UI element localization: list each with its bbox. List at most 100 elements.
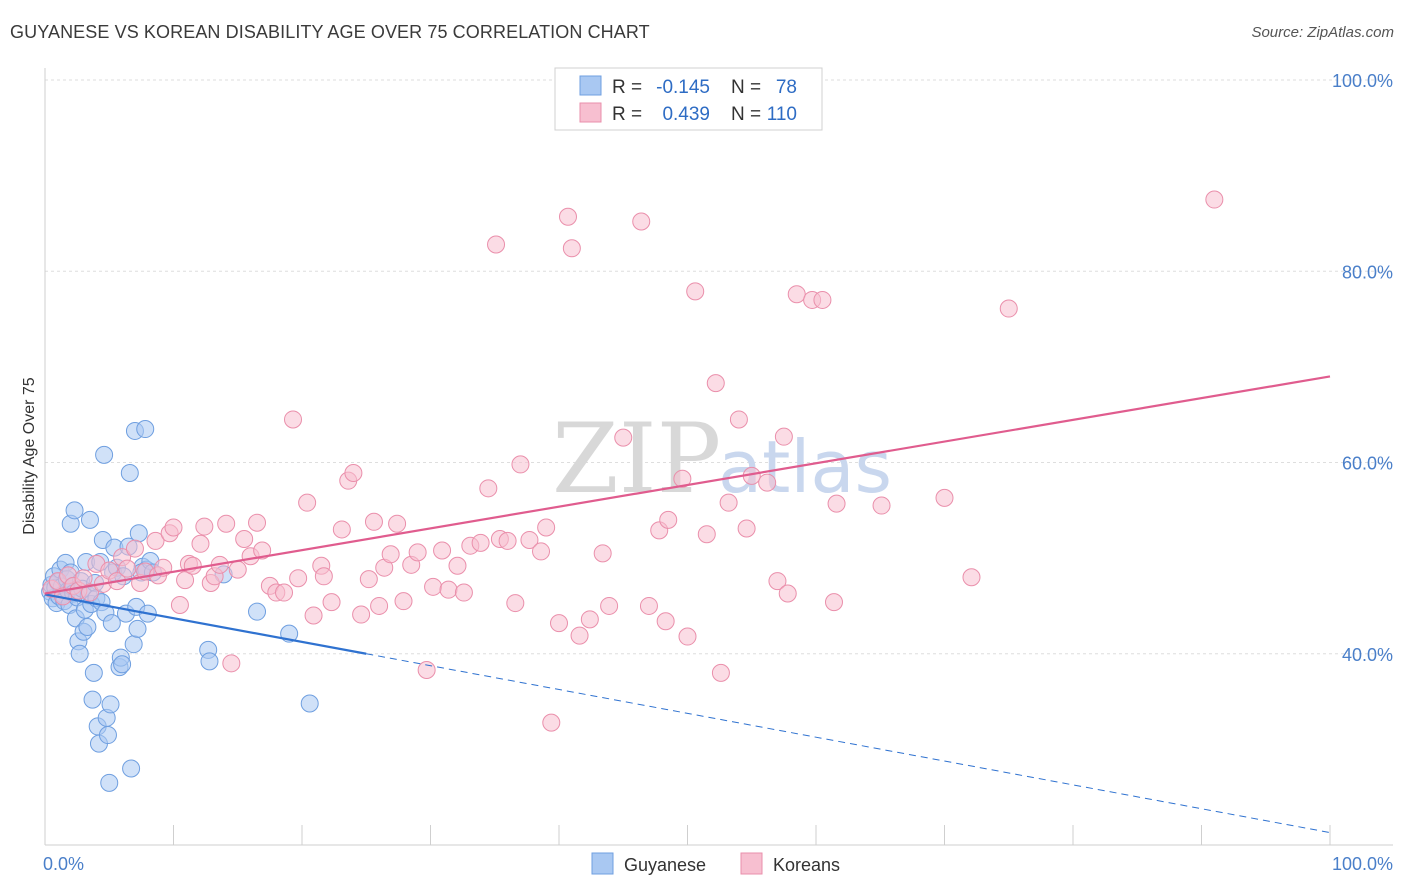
data-point (614, 428, 633, 447)
data-point (200, 652, 219, 671)
data-point (248, 513, 267, 532)
bottom-legend: Guyanese Koreans (591, 852, 840, 875)
legend-n-value: 110 (767, 104, 797, 125)
legend-r-value: 0.439 (662, 104, 710, 125)
data-point (686, 282, 705, 301)
data-point (352, 605, 371, 624)
data-point (479, 479, 498, 498)
data-point (532, 542, 551, 561)
data-point (235, 530, 254, 548)
legend-n-value: 78 (776, 77, 797, 98)
tick-labels: 40.0% 60.0% 80.0% 100.0% 0.0% 100.0% (43, 71, 1393, 874)
data-point (128, 619, 147, 638)
data-point (706, 374, 725, 393)
data-point (100, 773, 119, 792)
data-point (1205, 190, 1224, 209)
data-point (758, 473, 777, 492)
data-point (381, 545, 400, 564)
data-point (122, 759, 141, 778)
chart-title: GUYANESE VS KOREAN DISABILITY AGE OVER 7… (10, 22, 650, 42)
data-point (164, 518, 183, 537)
legend-n-label: N = (731, 104, 761, 125)
data-point (511, 455, 530, 474)
data-point (80, 510, 99, 529)
data-point (711, 663, 730, 682)
data-point (632, 212, 651, 231)
data-point (129, 524, 148, 543)
y-tick-label: 100.0% (1332, 71, 1393, 91)
gridlines (45, 79, 1393, 655)
y-tick-label: 80.0% (1342, 262, 1393, 282)
data-point (146, 531, 165, 550)
data-point (289, 569, 308, 588)
data-point (300, 694, 319, 713)
data-point (673, 469, 692, 488)
data-point (80, 583, 99, 602)
data-point (678, 627, 697, 646)
data-point (737, 519, 756, 538)
data-point (537, 518, 556, 537)
data-point (824, 593, 843, 612)
data-point (322, 593, 341, 612)
data-point (778, 584, 797, 603)
data-point (471, 533, 490, 552)
data-point (719, 493, 738, 512)
data-point (332, 520, 351, 539)
legend-r-label: R = (612, 77, 642, 98)
data-point (95, 445, 114, 464)
data-point (65, 501, 84, 520)
data-point (359, 570, 378, 589)
data-point (962, 568, 981, 587)
data-point (275, 583, 294, 602)
data-point (191, 534, 210, 553)
data-point (813, 290, 832, 309)
data-point (600, 596, 619, 615)
data-point (408, 543, 427, 562)
data-point (659, 510, 678, 529)
data-point (999, 299, 1018, 318)
data-point (593, 544, 612, 563)
x-tick-label: 0.0% (43, 854, 84, 874)
watermark-zip: ZIP (552, 403, 721, 515)
series-koreans (42, 190, 1224, 732)
data-point (228, 560, 247, 579)
data-point (768, 572, 787, 591)
data-point (454, 583, 473, 602)
data-point (364, 512, 383, 531)
data-points (41, 190, 1224, 792)
data-point (195, 517, 214, 536)
data-point (83, 690, 102, 709)
data-point (70, 644, 89, 663)
data-point (222, 654, 241, 673)
data-point (304, 606, 323, 625)
legend-r-label: R = (612, 104, 642, 125)
bottom-legend-label: Koreans (773, 855, 840, 875)
data-point (124, 635, 143, 654)
y-tick-label: 40.0% (1342, 645, 1393, 665)
data-point (183, 556, 202, 575)
data-point (439, 580, 458, 599)
data-point (487, 235, 506, 254)
data-point (562, 239, 581, 258)
bottom-legend-label: Guyanese (624, 855, 706, 875)
trend-line-guyanese (44, 593, 367, 655)
data-point (98, 726, 117, 745)
data-point (370, 596, 389, 615)
data-point (284, 410, 303, 429)
data-point (217, 514, 236, 533)
bottom-legend-swatch (740, 852, 763, 875)
data-point (84, 663, 103, 682)
data-point (498, 531, 517, 550)
legend-swatch (579, 102, 602, 123)
data-point (935, 488, 954, 507)
legend-r-value: -0.145 (656, 77, 710, 98)
legend-n-label: N = (731, 77, 761, 98)
axes (44, 68, 1393, 846)
data-point (827, 494, 846, 513)
data-point (558, 207, 577, 226)
data-point (344, 464, 363, 483)
trend-line-koreans (44, 375, 1331, 595)
bottom-legend-swatch (591, 852, 614, 875)
data-point (656, 612, 675, 631)
